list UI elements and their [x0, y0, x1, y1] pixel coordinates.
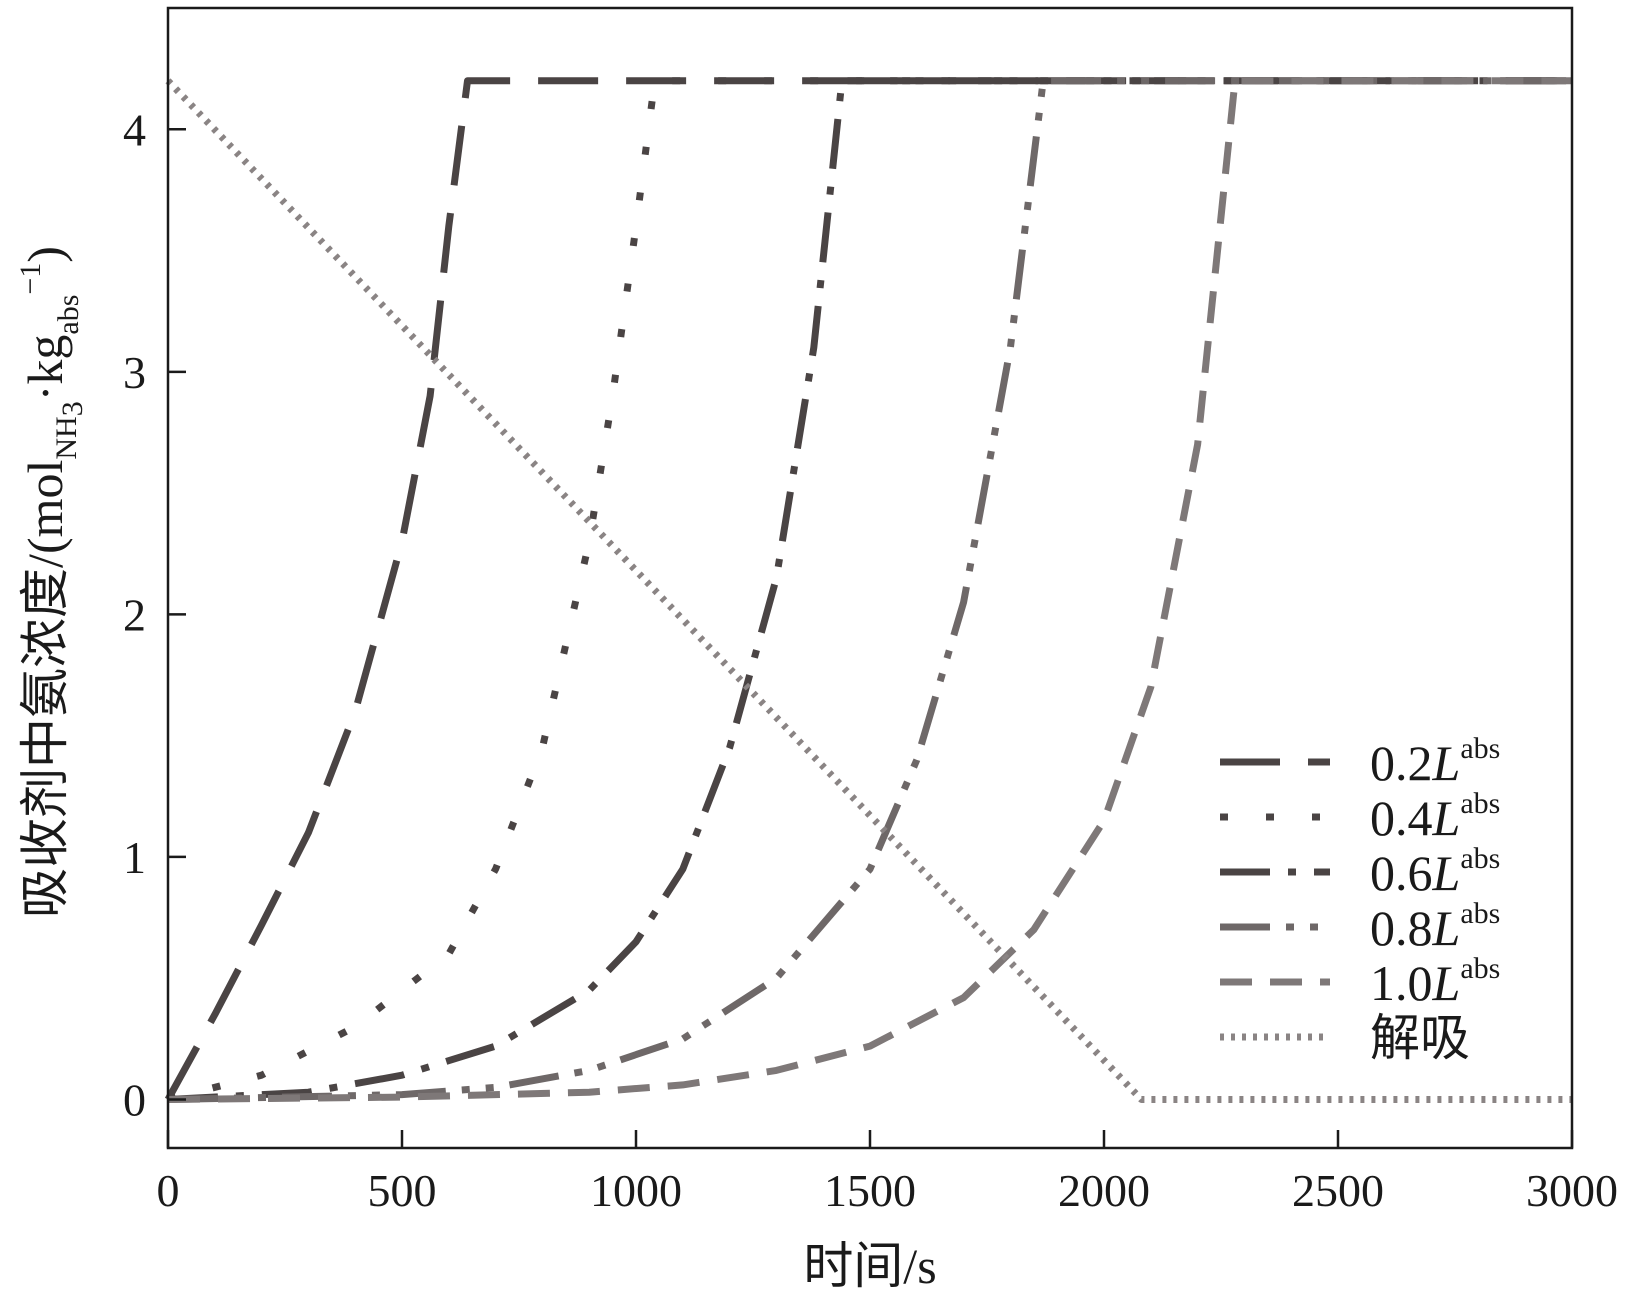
- legend-label-2: 0.6Labs: [1370, 842, 1500, 901]
- x-tick-label: 500: [368, 1165, 437, 1216]
- y-tick-label: 0: [123, 1074, 146, 1125]
- plot-area: [164, 77, 1572, 1103]
- x-tick-label: 1000: [590, 1165, 682, 1216]
- legend-label-4: 1.0Labs: [1370, 952, 1500, 1011]
- x-tick-label: 2000: [1058, 1165, 1150, 1216]
- y-tick-label: 4: [123, 104, 146, 155]
- x-axis-title: 时间/s: [803, 1238, 936, 1294]
- series-line-5: [165, 78, 1572, 1103]
- y-tick-label: 3: [123, 347, 146, 398]
- y-tick-label: 1: [123, 832, 146, 883]
- series-line-2: [167, 77, 1572, 1103]
- axes: 0 500 1000 1500 2000 2500 3000 0 1 2 3 4 时间/s 吸收剂中氨浓度…: [14, 6, 1618, 1294]
- legend-label-3: 0.8Labs: [1370, 897, 1500, 956]
- legend-label-5: 解吸: [1370, 1010, 1470, 1066]
- series-line-3: [167, 77, 1572, 1103]
- legend-label-0: 0.2Labs: [1370, 732, 1500, 791]
- series-line-1: [167, 77, 1572, 1103]
- y-tick-label: 2: [123, 589, 146, 640]
- y-axis-title: 吸收剂中氨浓度/(molNH3·kgabs−1): [14, 246, 89, 918]
- series-line-0: [164, 77, 1572, 1102]
- series-line-4: [167, 77, 1572, 1103]
- x-tick-label: 2500: [1292, 1165, 1384, 1216]
- x-tick-label: 0: [157, 1165, 180, 1216]
- plot-frame: [166, 6, 1574, 1150]
- legend-label-1: 0.4Labs: [1370, 787, 1500, 846]
- x-tick-label: 1500: [824, 1165, 916, 1216]
- x-tick-label: 3000: [1526, 1165, 1618, 1216]
